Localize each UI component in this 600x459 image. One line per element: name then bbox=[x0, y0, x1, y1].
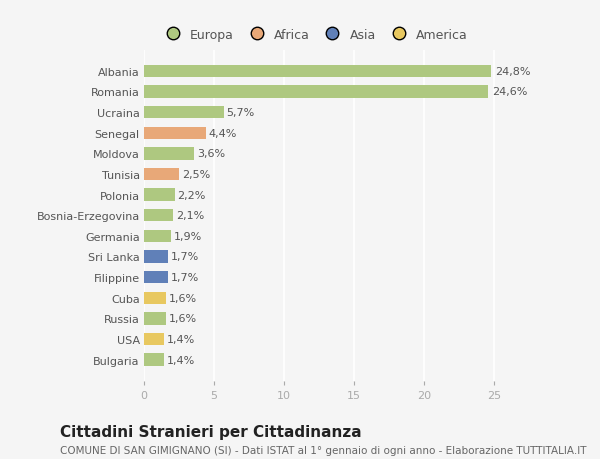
Text: Cittadini Stranieri per Cittadinanza: Cittadini Stranieri per Cittadinanza bbox=[60, 425, 362, 440]
Text: 1,9%: 1,9% bbox=[173, 231, 202, 241]
Text: COMUNE DI SAN GIMIGNANO (SI) - Dati ISTAT al 1° gennaio di ogni anno - Elaborazi: COMUNE DI SAN GIMIGNANO (SI) - Dati ISTA… bbox=[60, 445, 587, 455]
Text: 2,5%: 2,5% bbox=[182, 169, 210, 179]
Bar bbox=[144, 353, 164, 366]
Bar bbox=[144, 148, 194, 160]
Legend: Europa, Africa, Asia, America: Europa, Africa, Asia, America bbox=[155, 24, 473, 47]
Bar bbox=[144, 86, 488, 98]
Bar bbox=[144, 271, 168, 284]
Bar bbox=[144, 127, 206, 140]
Text: 1,7%: 1,7% bbox=[170, 252, 199, 262]
Bar bbox=[144, 66, 491, 78]
Bar bbox=[144, 106, 224, 119]
Text: 1,4%: 1,4% bbox=[166, 334, 194, 344]
Text: 1,4%: 1,4% bbox=[166, 355, 194, 365]
Text: 2,1%: 2,1% bbox=[176, 211, 205, 221]
Text: 5,7%: 5,7% bbox=[227, 108, 255, 118]
Bar bbox=[144, 168, 179, 181]
Bar bbox=[144, 333, 164, 345]
Text: 1,7%: 1,7% bbox=[170, 273, 199, 282]
Bar bbox=[144, 292, 166, 304]
Bar bbox=[144, 251, 168, 263]
Text: 24,6%: 24,6% bbox=[493, 87, 528, 97]
Text: 2,2%: 2,2% bbox=[178, 190, 206, 200]
Bar bbox=[144, 230, 170, 242]
Text: 1,6%: 1,6% bbox=[169, 293, 197, 303]
Bar bbox=[144, 189, 175, 202]
Text: 1,6%: 1,6% bbox=[169, 313, 197, 324]
Bar bbox=[144, 313, 166, 325]
Text: 24,8%: 24,8% bbox=[496, 67, 531, 77]
Text: 3,6%: 3,6% bbox=[197, 149, 226, 159]
Text: 4,4%: 4,4% bbox=[208, 129, 237, 139]
Bar bbox=[144, 210, 173, 222]
